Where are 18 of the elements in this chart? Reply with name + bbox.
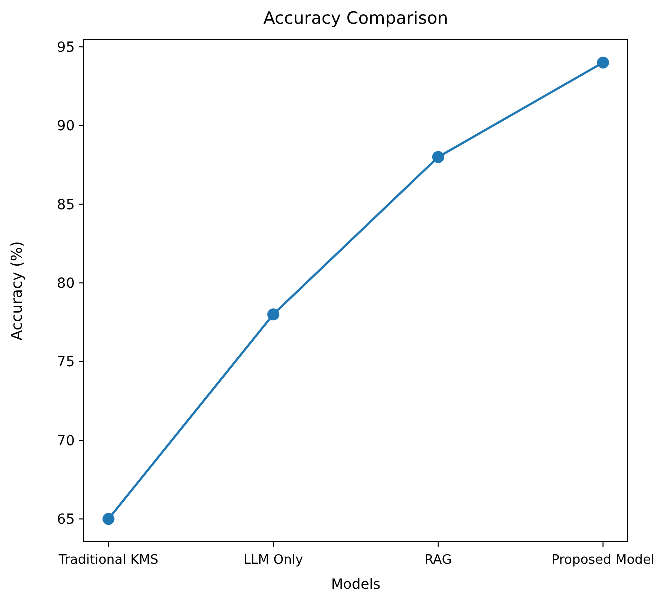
x-tick-label: Proposed Model <box>552 553 655 568</box>
y-axis-title: Accuracy (%) <box>8 241 26 341</box>
y-tick-label: 95 <box>57 40 75 56</box>
y-tick-label: 80 <box>57 276 75 292</box>
y-tick-label: 90 <box>57 118 75 135</box>
point <box>432 151 444 164</box>
y-tick-label: 75 <box>57 354 75 371</box>
x-axis-title: Models <box>331 577 381 593</box>
y-tick-label: 65 <box>57 512 75 528</box>
x-tick-label: LLM Only <box>244 553 304 568</box>
x-tick-label: RAG <box>424 553 452 568</box>
chart-title: Accuracy Comparison <box>264 9 448 29</box>
point <box>597 56 610 69</box>
point <box>102 513 115 526</box>
point <box>268 308 280 321</box>
x-tick-label: Traditional KMS <box>58 553 159 568</box>
y-tick-label: 85 <box>57 197 75 214</box>
y-tick-label: 70 <box>57 433 75 450</box>
